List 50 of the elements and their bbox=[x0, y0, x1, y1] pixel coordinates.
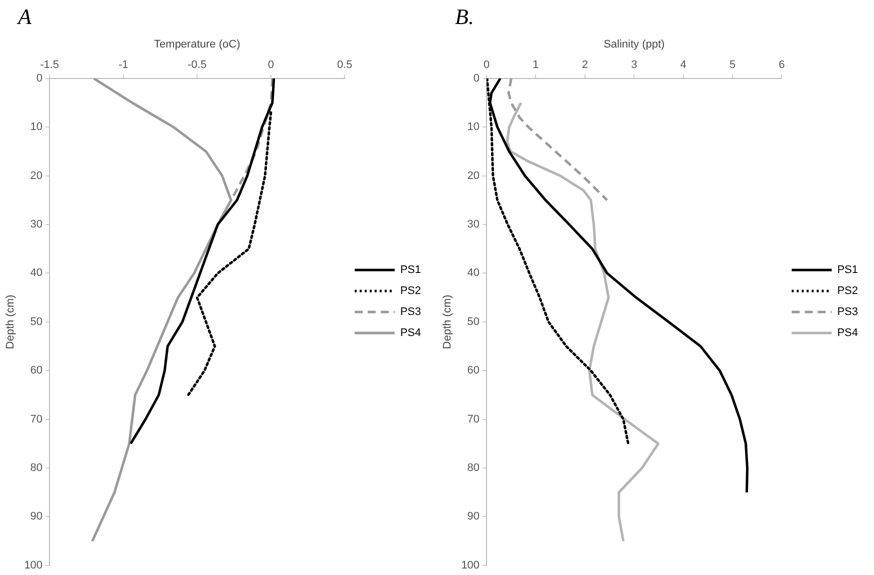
legend-label: PS1 bbox=[837, 264, 858, 276]
y-tick-label: 50 bbox=[467, 316, 480, 328]
x-tick-label: 0 bbox=[268, 58, 274, 71]
y-tick-label: 30 bbox=[467, 218, 480, 231]
x-tick-label: 3 bbox=[631, 58, 638, 71]
x-axis-title: Temperature (oC) bbox=[154, 38, 240, 51]
legend-label: PS4 bbox=[400, 327, 422, 340]
x-tick-label: 1 bbox=[532, 58, 539, 71]
legend-label: PS4 bbox=[837, 327, 858, 340]
y-tick-label: 0 bbox=[36, 72, 43, 84]
x-tick-label: -0.5 bbox=[188, 58, 207, 71]
x-tick-label: -1 bbox=[118, 58, 128, 71]
y-tick-label: 40 bbox=[467, 267, 480, 280]
x-tick-label: 6 bbox=[778, 58, 785, 71]
y-tick-label: 50 bbox=[30, 316, 43, 328]
legend-label: PS3 bbox=[837, 306, 858, 318]
y-tick-label: 90 bbox=[30, 510, 43, 523]
y-tick-label: 80 bbox=[467, 462, 480, 474]
y-tick-label: 70 bbox=[467, 413, 480, 426]
y-axis-title: Depth (cm) bbox=[4, 294, 17, 350]
legend-label: PS2 bbox=[400, 285, 422, 298]
y-tick-label: 100 bbox=[24, 559, 43, 572]
x-tick-label: 0.5 bbox=[337, 58, 352, 71]
y-tick-label: 10 bbox=[30, 121, 43, 134]
legend-label: PS3 bbox=[400, 306, 422, 318]
chart-title: A bbox=[18, 4, 32, 30]
y-tick-label: 60 bbox=[30, 364, 43, 377]
x-axis-title: Salinity (ppt) bbox=[604, 38, 665, 51]
legend-label: PS2 bbox=[837, 285, 858, 298]
y-tick-label: 20 bbox=[467, 170, 480, 182]
y-tick-label: 40 bbox=[30, 267, 43, 280]
x-tick-label: 0 bbox=[483, 58, 490, 71]
chart-title: B. bbox=[455, 4, 474, 30]
x-tick-label: -1.5 bbox=[40, 58, 60, 71]
y-axis-title: Depth (cm) bbox=[442, 294, 454, 350]
y-tick-label: 20 bbox=[30, 170, 43, 182]
y-tick-label: 90 bbox=[467, 510, 480, 523]
y-tick-label: 80 bbox=[30, 462, 43, 474]
y-tick-label: 10 bbox=[467, 121, 480, 134]
y-tick-label: 100 bbox=[461, 559, 480, 572]
y-tick-label: 0 bbox=[473, 72, 480, 84]
line-series bbox=[507, 78, 608, 202]
y-tick-label: 60 bbox=[467, 364, 480, 377]
x-tick-label: 5 bbox=[729, 58, 736, 71]
line-series bbox=[187, 111, 272, 396]
legend-label: PS1 bbox=[400, 264, 422, 276]
y-tick-label: 70 bbox=[30, 413, 43, 426]
x-tick-label: 2 bbox=[582, 58, 588, 71]
x-tick-label: 4 bbox=[680, 58, 686, 71]
y-tick-label: 30 bbox=[30, 218, 43, 231]
